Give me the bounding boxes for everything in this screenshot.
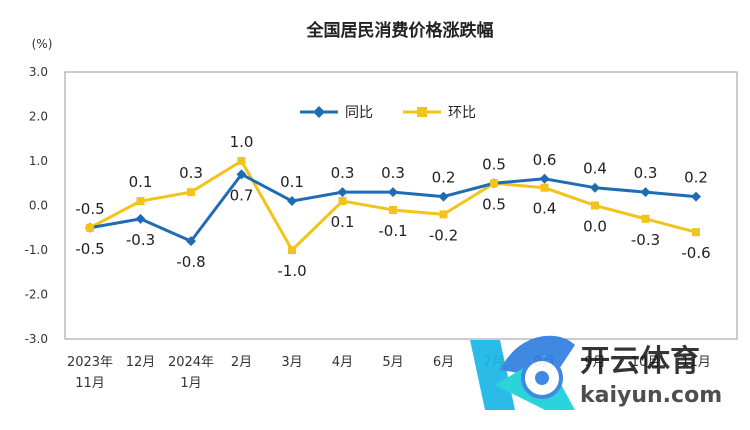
- point-mom: [136, 197, 145, 206]
- data-label-yoy: 0.6: [533, 151, 557, 169]
- chart-title: 全国居民消费价格涨跌幅: [306, 20, 494, 41]
- y-axis: 3.0 2.0 1.0 0.0 -1.0 -2.0 -3.0: [25, 65, 48, 346]
- point-yoy: [539, 173, 550, 184]
- legend-item-mom: 环比: [403, 105, 476, 121]
- data-label-yoy: 0.3: [634, 164, 658, 182]
- point-mom: [540, 183, 549, 192]
- point-mom: [591, 201, 599, 210]
- point-mom: [288, 246, 296, 254]
- series-markers: [85, 157, 701, 254]
- y-tick-label: 2.0: [29, 110, 48, 124]
- data-label-yoy: 0.2: [684, 169, 708, 187]
- data-label-mom: -0.5: [75, 200, 104, 218]
- data-label-yoy: 0.3: [331, 164, 355, 182]
- point-mom: [86, 223, 94, 232]
- data-label-mom: -0.1: [378, 222, 407, 240]
- point-mom: [692, 228, 700, 237]
- data-label-mom: 0.1: [129, 173, 153, 191]
- point-mom: [389, 205, 397, 214]
- x-tick-label: 3月: [281, 355, 302, 370]
- point-yoy: [287, 196, 297, 207]
- data-label-mom: -0.6: [681, 244, 710, 262]
- plot-frame: [64, 71, 738, 340]
- x-tick-label: 9月: [584, 355, 605, 370]
- point-mom: [641, 214, 650, 223]
- data-label-mom: 0.0: [583, 218, 607, 236]
- x-tick-label: 11月: [681, 355, 711, 370]
- data-label-mom: 0.3: [179, 164, 203, 182]
- data-label-yoy: 0.5: [482, 155, 506, 173]
- legend-label-yoy: 同比: [345, 105, 373, 121]
- data-label-mom: -0.2: [429, 226, 458, 244]
- watermark-logo: 开云体育 kaiyun.com: [470, 335, 722, 410]
- x-tick-label: 2024年 1月: [168, 355, 214, 391]
- point-yoy: [337, 187, 348, 198]
- point-yoy: [640, 187, 651, 198]
- x-tick-label: 12月: [126, 355, 156, 370]
- data-label-yoy: 0.3: [381, 164, 405, 182]
- data-labels: -0.5 -0.5 -0.3 0.1 -0.8 0.3 0.7 1.0 0.1 -1.0 0.3 0.…: [75, 133, 710, 280]
- x-tick-label: 2月: [231, 355, 252, 370]
- watermark-brand-cn: 开云体育: [580, 344, 700, 379]
- data-label-yoy: 0.4: [583, 160, 607, 178]
- point-mom: [439, 210, 448, 219]
- point-yoy: [590, 182, 600, 193]
- point-mom: [490, 179, 498, 188]
- point-mom: [187, 188, 195, 197]
- point-yoy: [236, 169, 247, 180]
- x-tick-label: 2023年 11月: [67, 355, 113, 391]
- data-label-mom: -1.0: [277, 262, 306, 280]
- data-label-yoy: -0.5: [75, 240, 104, 258]
- point-mom: [237, 157, 246, 165]
- x-tick-label: 6月: [433, 355, 454, 370]
- x-tick-label: 4月: [332, 355, 353, 370]
- data-label-mom: 0.1: [331, 213, 355, 231]
- x-tick-label: 5月: [382, 355, 403, 370]
- point-yoy: [135, 213, 146, 224]
- legend-item-yoy: 同比: [300, 105, 373, 121]
- watermark-k-logo-icon: [470, 335, 575, 410]
- y-tick-label: -1.0: [25, 243, 48, 257]
- data-label-yoy: 0.1: [280, 173, 304, 191]
- data-label-yoy: 0.7: [230, 186, 254, 204]
- point-mom: [338, 197, 347, 206]
- data-label-yoy: 0.2: [432, 169, 456, 187]
- point-yoy: [186, 236, 196, 247]
- x-tick-label: 10月: [631, 355, 661, 370]
- point-yoy: [438, 191, 449, 202]
- y-tick-label: -2.0: [25, 288, 48, 302]
- legend-label-mom: 环比: [448, 105, 476, 121]
- data-label-yoy: -0.8: [176, 253, 205, 271]
- data-label-mom: 0.5: [482, 195, 506, 213]
- watermark-brand-en: kaiyun.com: [580, 383, 722, 408]
- y-tick-label: 1.0: [29, 154, 48, 168]
- data-label-yoy: -0.3: [126, 231, 155, 249]
- y-tick-label: 0.0: [29, 199, 48, 213]
- data-label-mom: 1.0: [230, 133, 254, 151]
- y-tick-label: 3.0: [29, 65, 48, 79]
- point-yoy: [691, 191, 701, 202]
- data-label-mom: 0.4: [533, 200, 557, 218]
- y-tick-label: -3.0: [25, 332, 48, 346]
- y-unit-label: (%): [32, 37, 53, 51]
- data-label-mom: -0.3: [631, 231, 660, 249]
- legend: 同比 环比: [300, 105, 476, 121]
- point-yoy: [388, 187, 398, 198]
